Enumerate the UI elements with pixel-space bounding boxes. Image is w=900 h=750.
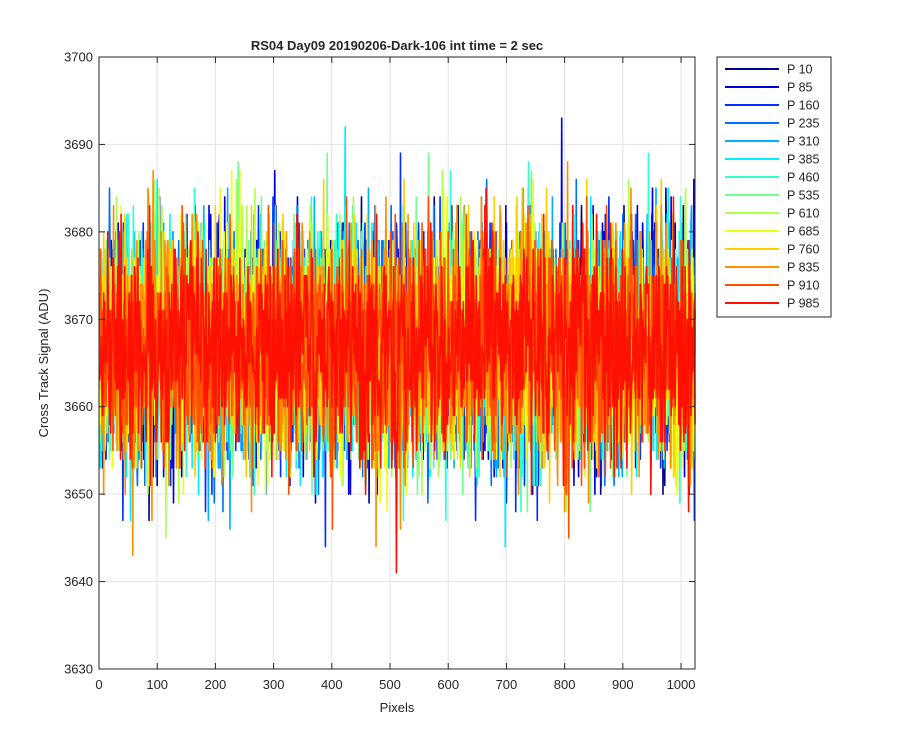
y-tick-label: 3660	[64, 399, 93, 414]
y-tick-label: 3680	[64, 224, 93, 239]
x-tick-label: 600	[437, 677, 459, 692]
legend-label: P 235	[787, 117, 819, 131]
x-tick-label: 900	[612, 677, 634, 692]
legend-label: P 385	[787, 153, 819, 167]
legend-label: P 685	[787, 225, 819, 239]
x-tick-label: 400	[321, 677, 343, 692]
series-line	[98, 187, 696, 574]
x-tick-label: 200	[205, 677, 227, 692]
legend-label: P 310	[787, 135, 819, 149]
y-tick-label: 3670	[64, 312, 93, 327]
legend-label: P 160	[787, 99, 819, 113]
x-tick-label: 1000	[667, 677, 696, 692]
x-tick-label: 800	[554, 677, 576, 692]
y-tick-label: 3640	[64, 574, 93, 589]
legend: P 10 P 85 P 160 P 235 P 310 P 385 P 460 P 535 P …	[716, 56, 832, 318]
legend-label: P 835	[787, 261, 819, 275]
legend-label: P 610	[787, 207, 819, 221]
y-tick-label: 3630	[64, 662, 93, 677]
y-tick-label: 3650	[64, 487, 93, 502]
legend-label: P 10	[787, 63, 813, 77]
x-tick-label: 500	[379, 677, 401, 692]
y-tick-label: 3700	[64, 50, 93, 65]
x-tick-label: 300	[263, 677, 285, 692]
legend-box	[716, 56, 832, 318]
legend-label: P 535	[787, 189, 819, 203]
y-tick-label: 3690	[64, 137, 93, 152]
axis-ticks: 0 100 200 300 400 500 600 700 800 900 1000 3630 3640…	[64, 50, 695, 693]
legend-label: P 85	[787, 81, 813, 95]
x-tick-label: 100	[146, 677, 168, 692]
x-axis-label: Pixels	[380, 700, 415, 715]
y-axis-label: Cross Track Signal (ADU)	[36, 289, 51, 438]
legend-label: P 460	[787, 171, 819, 185]
x-tick-label: 700	[496, 677, 518, 692]
plot-frame	[98, 56, 696, 670]
legend-label: P 985	[787, 297, 819, 311]
chart-title: RS04 Day09 20190206-Dark-106 int time = …	[251, 38, 543, 53]
x-tick-label: 0	[95, 677, 102, 692]
legend-label: P 910	[787, 279, 819, 293]
series-group	[98, 117, 696, 574]
legend-label: P 760	[787, 243, 819, 257]
